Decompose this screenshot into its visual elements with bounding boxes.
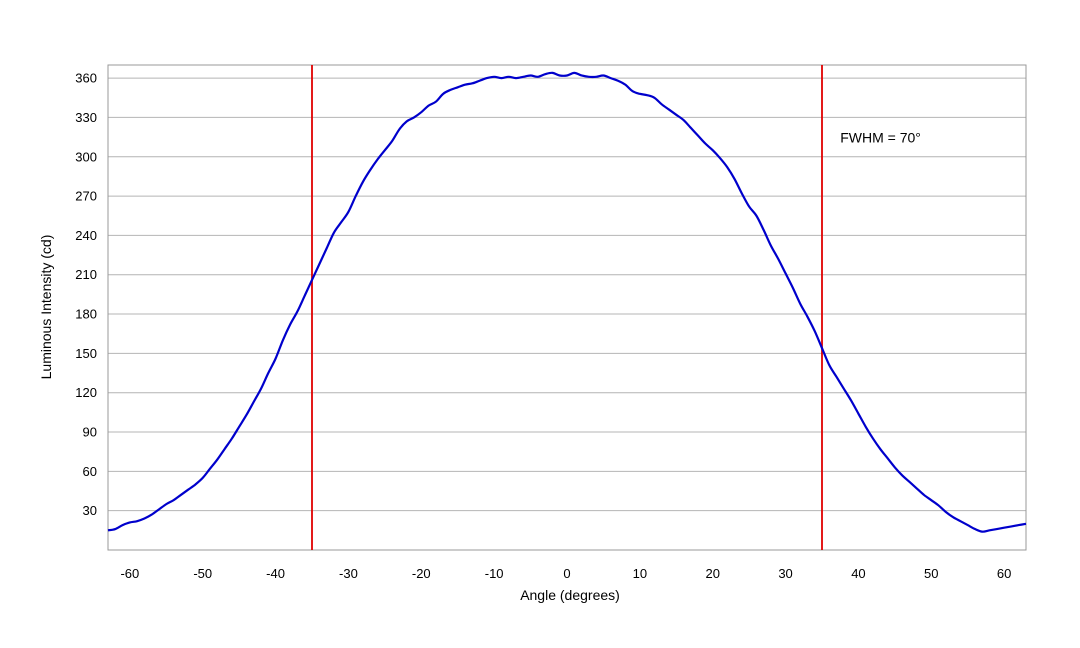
y-tick-label: 180	[75, 307, 97, 322]
y-tick-label: 270	[75, 189, 97, 204]
plot-area-border	[107, 64, 1027, 551]
y-tick-label: 330	[75, 110, 97, 125]
fwhm-annotation: FWHM = 70°	[840, 129, 921, 145]
x-tick-label: 0	[563, 566, 570, 581]
x-tick-label: 10	[633, 566, 647, 581]
x-tick-label: -40	[266, 566, 285, 581]
y-tick-label: 300	[75, 149, 97, 164]
y-axis-title: Luminous Intensity (cd)	[38, 235, 54, 380]
fwhm-markers	[311, 65, 823, 550]
y-tick-label: 240	[75, 228, 97, 243]
x-tick-label: -60	[120, 566, 139, 581]
y-tick-label: 30	[83, 503, 97, 518]
x-tick-labels: -60 -50 -40 -30 -20 -10 0 10 20 30 40 50 60	[120, 566, 1011, 581]
x-tick-label: 30	[778, 566, 792, 581]
x-tick-label: 60	[997, 566, 1011, 581]
x-tick-label: -20	[412, 566, 431, 581]
y-tick-label: 120	[75, 385, 97, 400]
x-tick-label: -10	[485, 566, 504, 581]
x-tick-label: -50	[193, 566, 212, 581]
y-tick-label: 360	[75, 71, 97, 86]
y-tick-label: 60	[83, 464, 97, 479]
grid-lines	[108, 77, 1026, 512]
intensity-curve	[107, 71, 1027, 533]
x-tick-label: 50	[924, 566, 938, 581]
y-tick-label: 150	[75, 346, 97, 361]
y-tick-label: 90	[83, 425, 97, 440]
x-axis-title: Angle (degrees)	[520, 587, 620, 603]
x-tick-label: -30	[339, 566, 358, 581]
y-tick-labels: 30 60 90 120 150 180 210 240 270 300 330 360	[75, 71, 97, 519]
y-tick-label: 210	[75, 267, 97, 282]
x-tick-label: 20	[705, 566, 719, 581]
x-tick-label: 40	[851, 566, 865, 581]
